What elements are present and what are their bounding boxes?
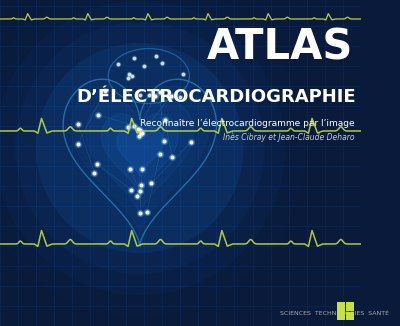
Point <box>187 140 194 145</box>
Point <box>126 71 132 77</box>
Point <box>148 181 154 186</box>
Point <box>128 187 134 192</box>
Point <box>95 112 101 117</box>
Point <box>187 140 194 145</box>
Point <box>130 55 137 61</box>
Point <box>91 170 98 175</box>
Point <box>160 138 167 143</box>
Polygon shape <box>86 100 194 217</box>
Point <box>126 71 132 77</box>
Point <box>157 151 163 156</box>
Point <box>137 93 144 98</box>
Point <box>157 151 163 156</box>
Point <box>141 64 148 69</box>
Point <box>129 73 135 79</box>
Bar <box>346 302 354 311</box>
Point <box>158 60 165 65</box>
Text: ATLAS: ATLAS <box>207 26 354 68</box>
Text: SCIENCES  TECHNOLOGIES  SANTÉ: SCIENCES TECHNOLOGIES SANTÉ <box>280 311 388 316</box>
Point <box>148 181 154 186</box>
Point <box>146 92 152 97</box>
Point <box>125 76 131 81</box>
Point <box>94 162 100 167</box>
Point <box>177 94 183 99</box>
Point <box>141 64 148 69</box>
Point <box>136 188 143 194</box>
Point <box>156 89 163 95</box>
Point <box>177 94 183 99</box>
Point <box>158 60 165 65</box>
Ellipse shape <box>0 1 285 295</box>
Text: D’ÉLECTROCARDIOGRAPHIE: D’ÉLECTROCARDIOGRAPHIE <box>77 88 356 106</box>
Bar <box>337 302 344 320</box>
Point <box>74 121 81 126</box>
Point <box>139 130 145 136</box>
Point <box>138 131 144 136</box>
Point <box>128 187 134 192</box>
Point <box>162 118 168 123</box>
Point <box>156 89 163 95</box>
Polygon shape <box>117 127 163 177</box>
Text: Inès Cibray et Jean-Claude Deharo: Inès Cibray et Jean-Claude Deharo <box>223 133 354 142</box>
Point <box>95 112 101 117</box>
Point <box>180 72 186 77</box>
Point <box>137 210 143 215</box>
Point <box>136 127 143 132</box>
Point <box>136 133 142 138</box>
Point <box>168 93 174 98</box>
Point <box>139 166 146 171</box>
Point <box>139 166 146 171</box>
Point <box>135 126 142 132</box>
Point <box>131 123 137 128</box>
Point <box>160 138 167 143</box>
Point <box>136 188 143 194</box>
Point <box>74 121 81 126</box>
Ellipse shape <box>36 43 244 253</box>
Point <box>162 118 168 123</box>
Point <box>144 209 150 215</box>
Point <box>139 130 145 136</box>
Point <box>180 72 186 77</box>
Point <box>136 127 143 132</box>
Point <box>115 61 122 66</box>
Point <box>124 125 131 130</box>
Polygon shape <box>102 113 178 197</box>
Point <box>75 141 81 147</box>
Point <box>153 53 159 59</box>
Point <box>146 92 152 97</box>
Point <box>169 155 176 160</box>
Point <box>127 166 133 171</box>
Point <box>136 133 142 138</box>
Point <box>168 93 174 98</box>
Point <box>102 89 108 94</box>
Point <box>131 123 137 128</box>
Point <box>127 166 133 171</box>
Point <box>138 183 144 188</box>
Point <box>153 53 159 59</box>
Polygon shape <box>71 86 209 236</box>
Point <box>134 193 140 199</box>
Ellipse shape <box>15 22 264 274</box>
Bar <box>346 312 354 320</box>
Point <box>137 210 143 215</box>
Point <box>137 93 144 98</box>
Point <box>130 55 137 61</box>
Point <box>129 73 135 79</box>
Point <box>94 162 100 167</box>
Point <box>152 93 158 98</box>
Point <box>144 209 150 215</box>
Text: Reconnaître l’électrocardiogramme par l’image: Reconnaître l’électrocardiogramme par l’… <box>140 119 354 128</box>
Point <box>134 193 140 199</box>
Point <box>124 125 131 130</box>
Point <box>91 170 98 175</box>
Point <box>102 89 108 94</box>
Point <box>75 141 81 147</box>
Point <box>125 76 131 81</box>
Point <box>135 126 142 132</box>
Point <box>152 93 158 98</box>
Point <box>169 155 176 160</box>
Point <box>138 131 144 136</box>
Point <box>138 183 144 188</box>
Point <box>115 61 122 66</box>
